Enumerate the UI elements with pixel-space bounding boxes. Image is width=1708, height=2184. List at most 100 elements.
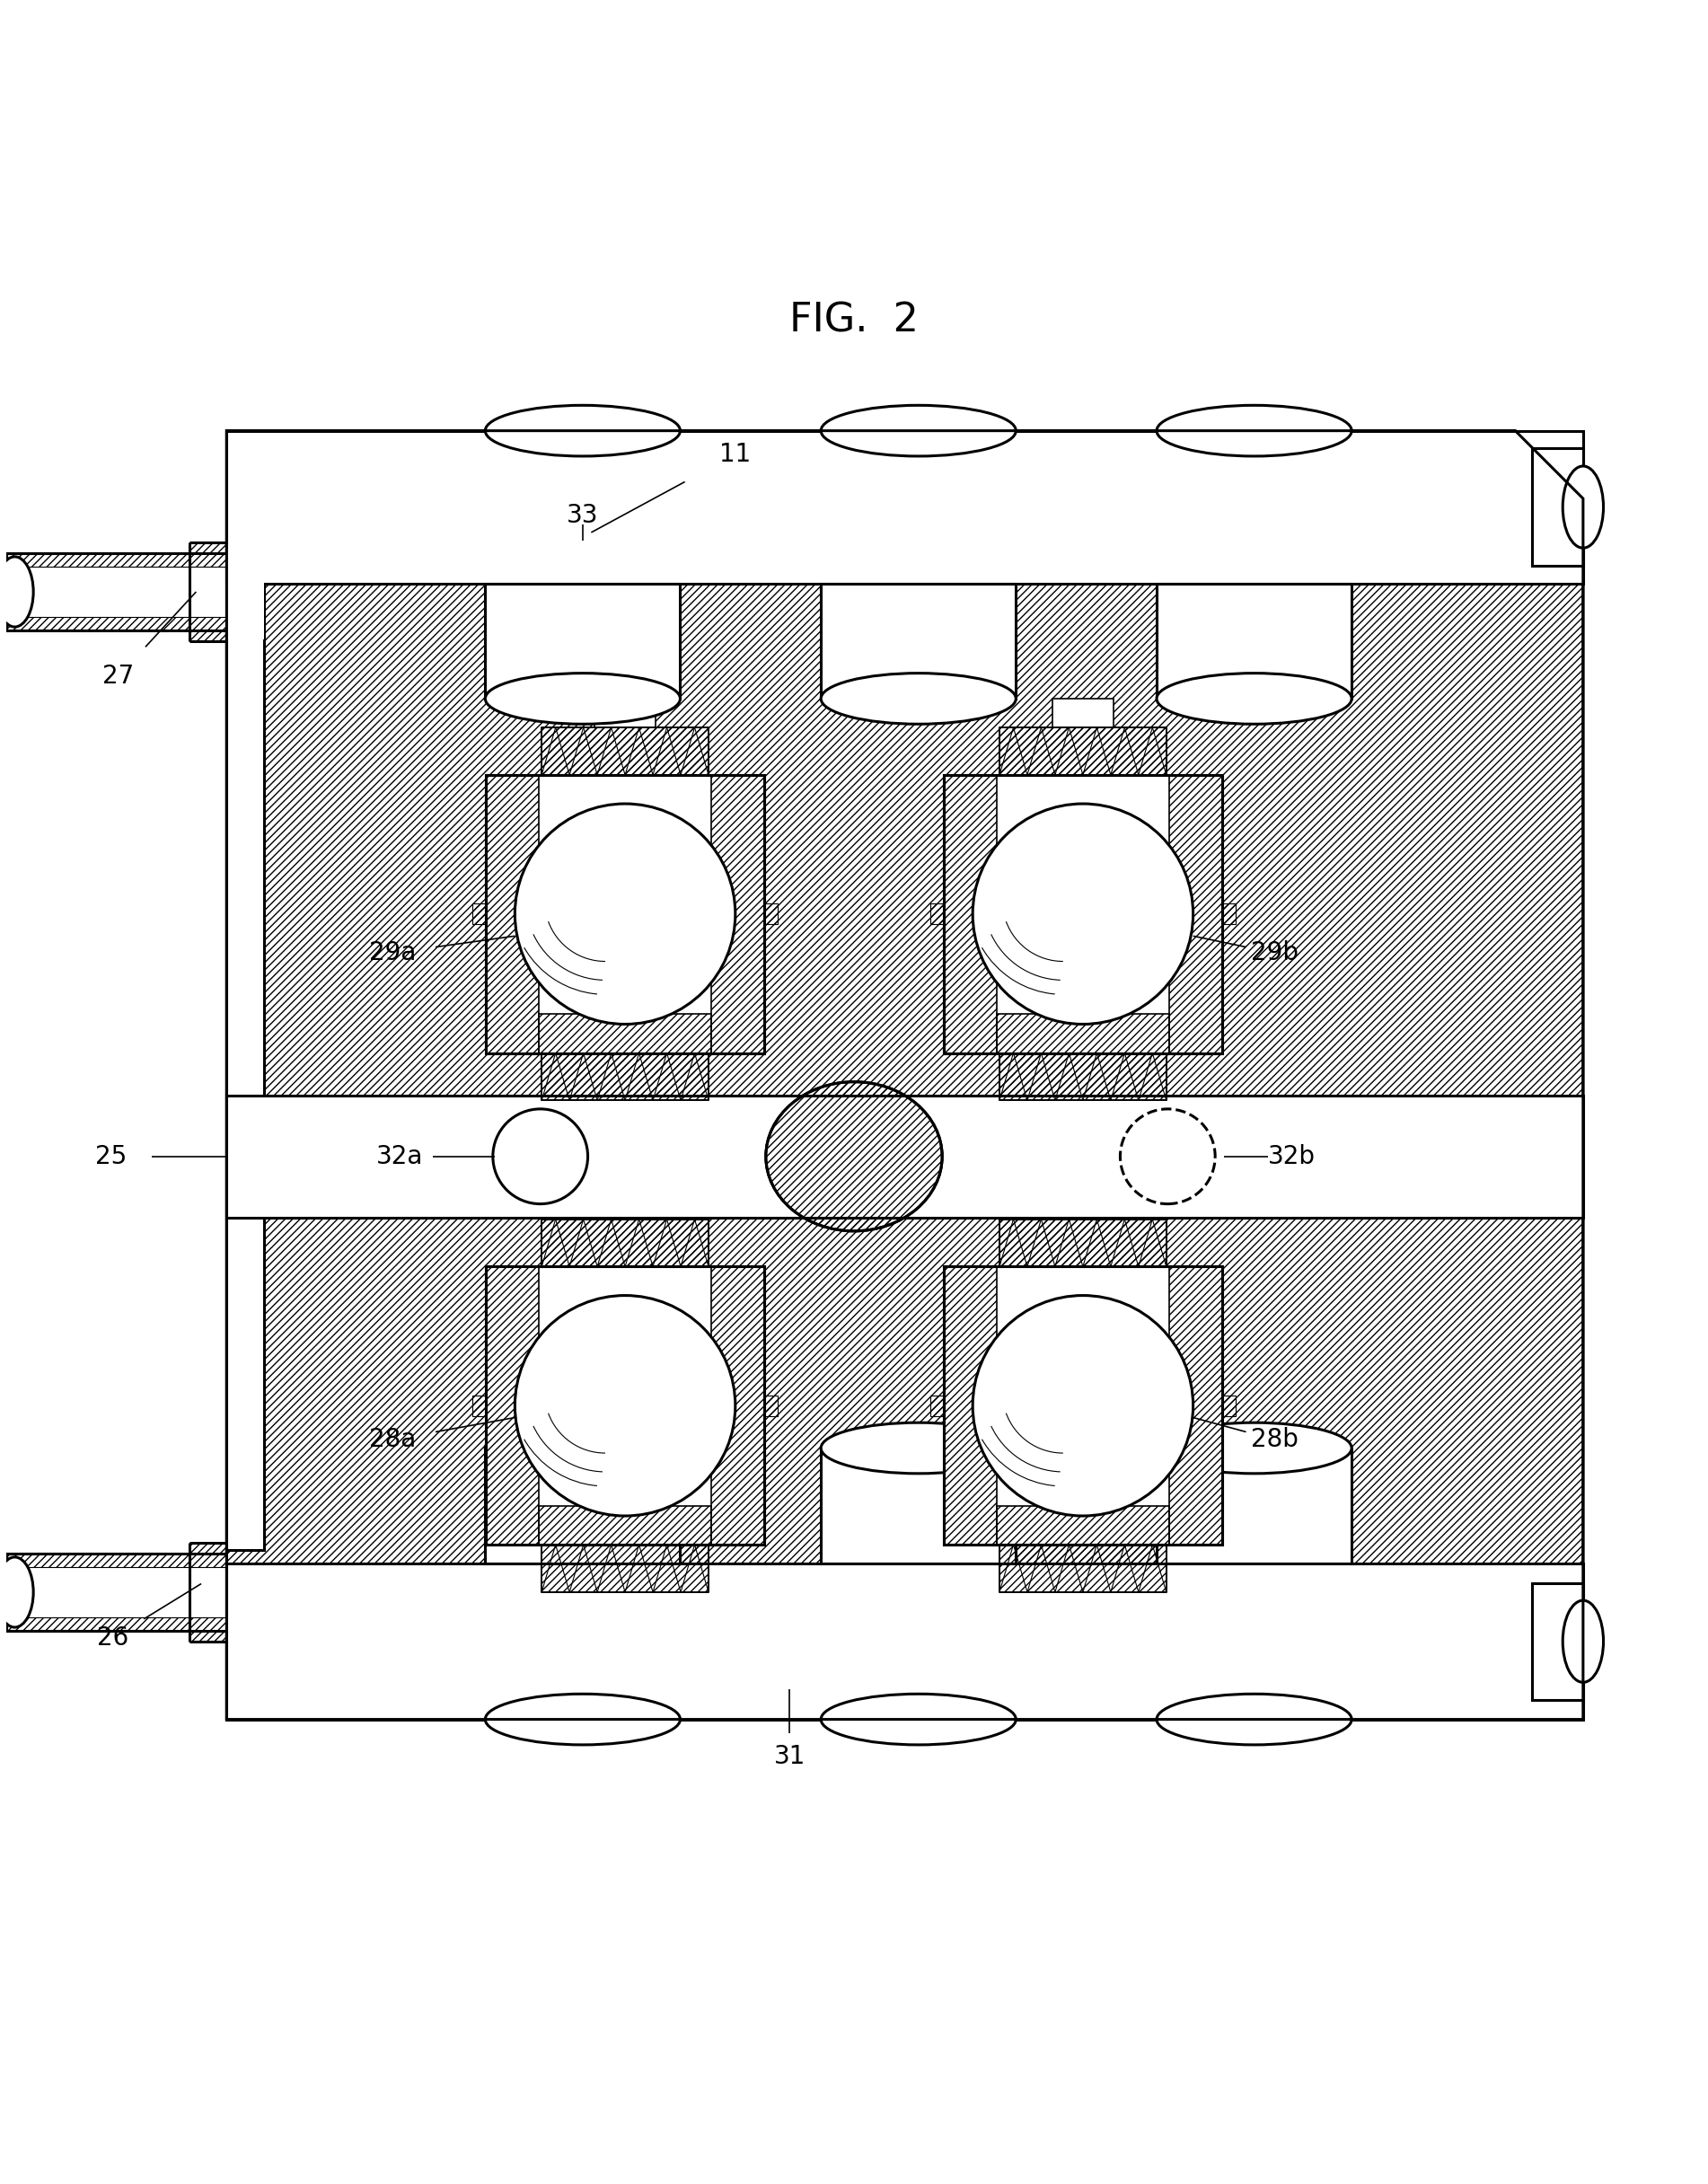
- Bar: [594, 1096, 656, 1101]
- Bar: [227, 550, 265, 1551]
- Text: FIG.  2: FIG. 2: [789, 301, 919, 341]
- Bar: [763, 1396, 777, 1415]
- Bar: [541, 1544, 709, 1592]
- Bar: [487, 775, 763, 1053]
- Bar: [945, 1267, 997, 1544]
- Text: 11: 11: [719, 441, 752, 467]
- Ellipse shape: [485, 1422, 680, 1474]
- Bar: [7, 566, 200, 618]
- Ellipse shape: [822, 673, 1016, 725]
- Bar: [7, 1566, 200, 1618]
- Bar: [999, 1053, 1167, 1101]
- Circle shape: [1120, 1109, 1214, 1203]
- Bar: [822, 583, 1016, 699]
- Text: 29a: 29a: [369, 941, 417, 965]
- Text: 29b: 29b: [1250, 941, 1298, 965]
- Text: 28b: 28b: [1250, 1426, 1298, 1452]
- Ellipse shape: [1563, 1601, 1604, 1682]
- Bar: [999, 727, 1167, 775]
- Circle shape: [494, 1109, 588, 1203]
- Bar: [1156, 583, 1351, 699]
- Bar: [1532, 448, 1583, 566]
- Bar: [711, 1267, 763, 1544]
- Bar: [1052, 699, 1114, 727]
- Bar: [227, 544, 265, 640]
- Text: 32a: 32a: [376, 1144, 424, 1168]
- Bar: [1532, 1583, 1583, 1699]
- Bar: [931, 904, 945, 924]
- Ellipse shape: [485, 1695, 680, 1745]
- Bar: [541, 1219, 709, 1267]
- Bar: [7, 553, 227, 566]
- Bar: [487, 1267, 763, 1544]
- Circle shape: [972, 804, 1194, 1024]
- Text: 33: 33: [567, 502, 600, 529]
- Ellipse shape: [485, 406, 680, 456]
- Text: 28a: 28a: [369, 1426, 417, 1452]
- Text: 25: 25: [96, 1144, 126, 1168]
- Bar: [945, 1267, 1221, 1544]
- Ellipse shape: [1156, 673, 1351, 725]
- Ellipse shape: [822, 1695, 1016, 1745]
- Bar: [7, 1618, 227, 1631]
- Ellipse shape: [1156, 1422, 1351, 1474]
- Bar: [763, 904, 777, 924]
- Ellipse shape: [485, 673, 680, 725]
- Bar: [473, 1396, 487, 1415]
- Bar: [7, 553, 227, 631]
- Bar: [931, 1396, 945, 1415]
- Bar: [1168, 775, 1221, 1053]
- Bar: [945, 775, 997, 1053]
- Bar: [473, 904, 487, 924]
- Bar: [190, 1631, 227, 1642]
- Bar: [1221, 1396, 1235, 1415]
- Bar: [1168, 1267, 1221, 1544]
- Bar: [190, 1544, 227, 1553]
- Bar: [999, 1219, 1167, 1267]
- Bar: [1156, 1448, 1351, 1564]
- Bar: [487, 1267, 763, 1544]
- Bar: [485, 583, 680, 699]
- Ellipse shape: [1563, 465, 1604, 548]
- Bar: [822, 1448, 1016, 1564]
- Circle shape: [514, 804, 736, 1024]
- Bar: [227, 1564, 1583, 1719]
- Bar: [487, 775, 540, 1053]
- Bar: [541, 1053, 709, 1101]
- Circle shape: [972, 1295, 1194, 1516]
- Text: 31: 31: [774, 1745, 806, 1769]
- Text: 26: 26: [97, 1625, 128, 1651]
- Circle shape: [514, 1295, 736, 1516]
- Bar: [7, 1553, 227, 1631]
- Bar: [540, 1013, 711, 1053]
- Text: 27: 27: [102, 664, 133, 690]
- Bar: [999, 1544, 1167, 1592]
- Ellipse shape: [0, 557, 34, 627]
- Bar: [227, 430, 1583, 583]
- Bar: [594, 699, 656, 727]
- Ellipse shape: [1156, 406, 1351, 456]
- Bar: [1052, 1096, 1114, 1101]
- Ellipse shape: [822, 406, 1016, 456]
- Bar: [997, 1013, 1168, 1053]
- Bar: [485, 1448, 680, 1564]
- Bar: [1221, 904, 1235, 924]
- Bar: [487, 1267, 540, 1544]
- Bar: [190, 631, 227, 640]
- Bar: [945, 775, 1221, 1053]
- Bar: [190, 542, 227, 553]
- Bar: [227, 1096, 1583, 1216]
- Text: 32b: 32b: [1267, 1144, 1315, 1168]
- Bar: [945, 1267, 1221, 1544]
- Bar: [487, 775, 763, 1053]
- Bar: [7, 618, 227, 631]
- Bar: [711, 775, 763, 1053]
- Ellipse shape: [1156, 1695, 1351, 1745]
- Bar: [945, 775, 1221, 1053]
- Bar: [541, 727, 709, 775]
- Bar: [7, 1553, 227, 1566]
- Bar: [997, 1505, 1168, 1544]
- Ellipse shape: [0, 1557, 34, 1627]
- Bar: [540, 1505, 711, 1544]
- Ellipse shape: [822, 1422, 1016, 1474]
